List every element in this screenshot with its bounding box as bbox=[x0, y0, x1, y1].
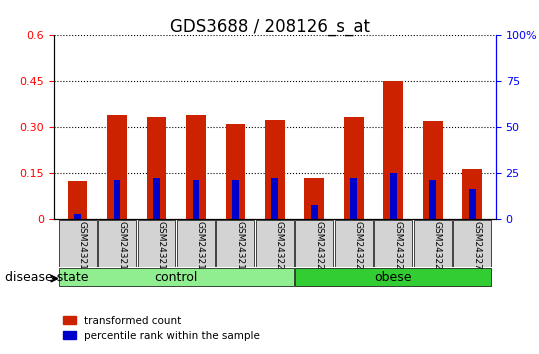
Bar bbox=[74, 214, 81, 219]
Bar bbox=[429, 179, 436, 219]
Text: GSM243219: GSM243219 bbox=[236, 221, 244, 276]
Bar bbox=[462, 169, 482, 219]
Bar bbox=[114, 179, 121, 219]
Bar bbox=[265, 120, 285, 219]
Bar bbox=[350, 178, 357, 219]
FancyBboxPatch shape bbox=[137, 220, 175, 267]
FancyBboxPatch shape bbox=[335, 220, 373, 267]
Text: GSM243227: GSM243227 bbox=[393, 221, 402, 276]
Bar bbox=[311, 205, 318, 219]
Bar bbox=[469, 189, 475, 219]
Text: GSM243228: GSM243228 bbox=[433, 221, 442, 276]
Bar bbox=[390, 173, 397, 219]
Bar bbox=[305, 178, 324, 219]
Bar bbox=[344, 117, 364, 219]
Text: obese: obese bbox=[375, 270, 412, 284]
FancyBboxPatch shape bbox=[374, 220, 412, 267]
Bar bbox=[68, 181, 87, 219]
FancyBboxPatch shape bbox=[177, 220, 215, 267]
Text: GSM243215: GSM243215 bbox=[78, 221, 87, 276]
Text: GSM243220: GSM243220 bbox=[275, 221, 284, 276]
Text: disease state: disease state bbox=[5, 272, 89, 284]
Bar bbox=[147, 117, 167, 219]
Bar bbox=[272, 178, 278, 219]
Text: GSM243216: GSM243216 bbox=[117, 221, 126, 276]
Text: control: control bbox=[155, 270, 198, 284]
FancyBboxPatch shape bbox=[256, 220, 294, 267]
FancyBboxPatch shape bbox=[59, 268, 294, 286]
Text: GSM243226: GSM243226 bbox=[354, 221, 363, 276]
Bar bbox=[107, 115, 127, 219]
Bar bbox=[383, 81, 403, 219]
Text: GSM243275: GSM243275 bbox=[472, 221, 481, 276]
FancyBboxPatch shape bbox=[414, 220, 452, 267]
Bar bbox=[192, 179, 199, 219]
Text: GSM243217: GSM243217 bbox=[156, 221, 165, 276]
FancyBboxPatch shape bbox=[98, 220, 136, 267]
FancyBboxPatch shape bbox=[217, 220, 254, 267]
Text: GSM243218: GSM243218 bbox=[196, 221, 205, 276]
Bar bbox=[186, 115, 206, 219]
FancyBboxPatch shape bbox=[295, 220, 333, 267]
Legend: transformed count, percentile rank within the sample: transformed count, percentile rank withi… bbox=[59, 312, 264, 345]
Text: GSM243225: GSM243225 bbox=[314, 221, 323, 276]
FancyBboxPatch shape bbox=[453, 220, 491, 267]
Bar bbox=[153, 178, 160, 219]
Bar bbox=[423, 121, 443, 219]
Text: GDS3688 / 208126_s_at: GDS3688 / 208126_s_at bbox=[169, 18, 370, 36]
Bar bbox=[225, 124, 245, 219]
FancyBboxPatch shape bbox=[59, 220, 96, 267]
Bar bbox=[232, 179, 239, 219]
FancyBboxPatch shape bbox=[295, 268, 491, 286]
